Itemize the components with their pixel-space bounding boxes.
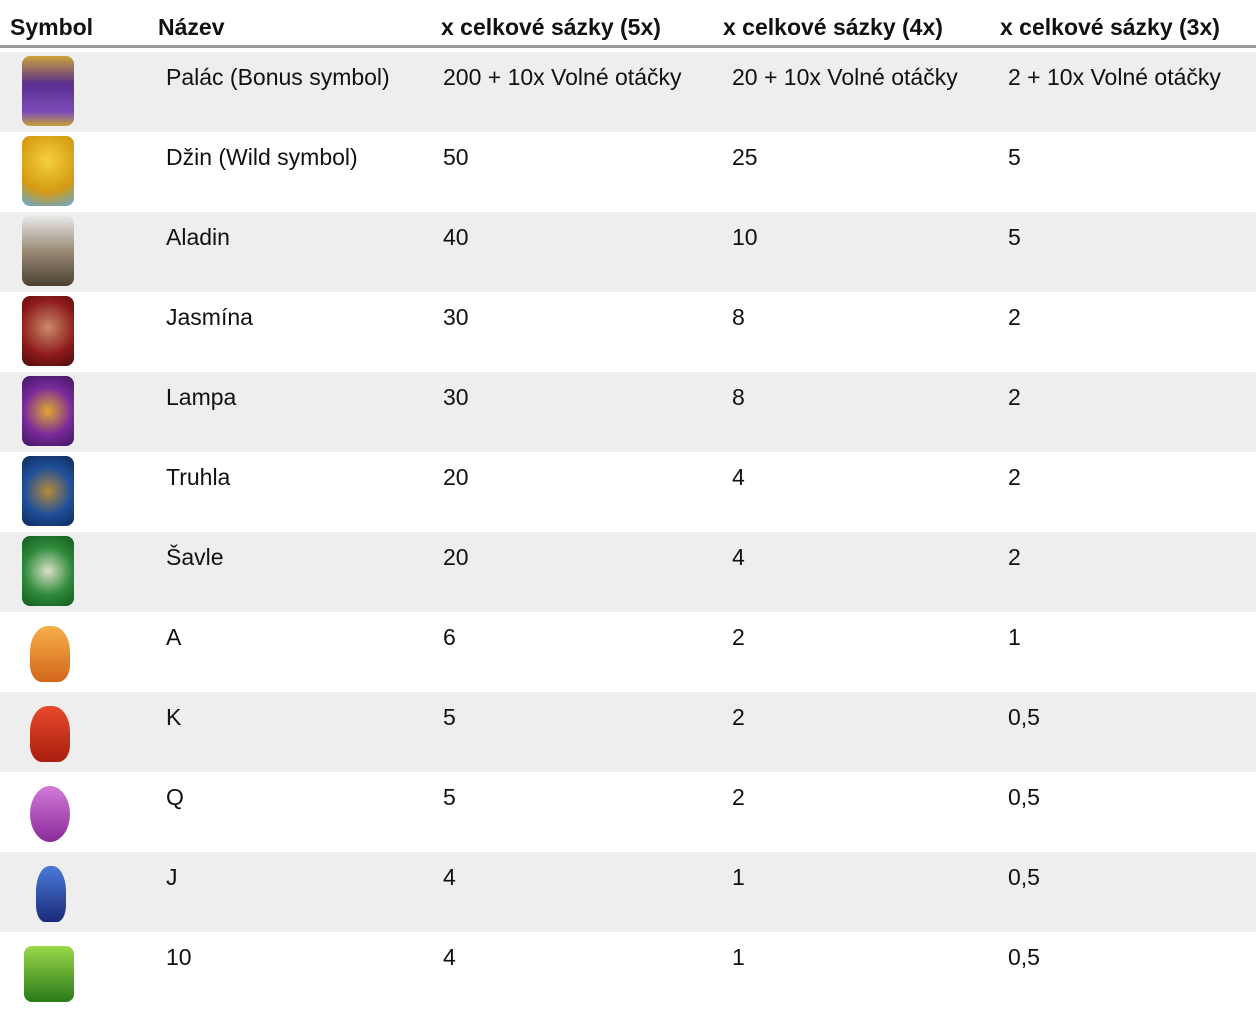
payout-5x: 20: [443, 464, 469, 490]
symbol-name: A: [166, 624, 182, 650]
symbol-icon: [22, 296, 74, 366]
table-row: J 4 1 0,5: [0, 852, 1256, 932]
payout-5x: 20: [443, 544, 469, 570]
symbol-name: Lampa: [166, 384, 237, 410]
table-row: Lampa 30 8 2: [0, 372, 1256, 452]
payout-4x: 20 + 10x Volné otáčky: [732, 64, 958, 90]
symbol-name: K: [166, 704, 182, 730]
payout-3x: 0,5: [1008, 704, 1040, 730]
payout-3x: 2: [1008, 304, 1021, 330]
payout-3x: 0,5: [1008, 784, 1040, 810]
payout-4x: 8: [732, 384, 745, 410]
symbol-icon: [30, 786, 70, 842]
header-name: Název: [158, 14, 225, 40]
header-symbol: Symbol: [10, 14, 94, 40]
symbol-icon: [22, 536, 74, 606]
payout-3x: 1: [1008, 624, 1021, 650]
payout-4x: 4: [732, 544, 745, 570]
payout-5x: 30: [443, 384, 469, 410]
table-row: K 5 2 0,5: [0, 692, 1256, 772]
table-row: Aladin 40 10 5: [0, 212, 1256, 292]
payout-3x: 2 + 10x Volné otáčky: [1008, 64, 1221, 90]
table-row: 10 4 1 0,5: [0, 932, 1256, 1012]
symbol-name: Q: [166, 784, 184, 810]
symbol-icon: [22, 136, 74, 206]
payout-5x: 30: [443, 304, 469, 330]
payout-5x: 50: [443, 144, 469, 170]
payout-4x: 10: [732, 224, 758, 250]
table-row: A 6 2 1: [0, 612, 1256, 692]
symbol-name: Aladin: [166, 224, 230, 250]
payout-5x: 4: [443, 944, 456, 970]
table-row: Truhla 20 4 2: [0, 452, 1256, 532]
payout-5x: 5: [443, 784, 456, 810]
payout-5x: 4: [443, 864, 456, 890]
payout-3x: 5: [1008, 144, 1021, 170]
payout-3x: 2: [1008, 464, 1021, 490]
symbol-name: 10: [166, 944, 192, 970]
payout-4x: 1: [732, 944, 745, 970]
symbol-icon: [22, 456, 74, 526]
symbol-icon: [30, 706, 70, 762]
payout-4x: 1: [732, 864, 745, 890]
payout-4x: 2: [732, 624, 745, 650]
payout-3x: 5: [1008, 224, 1021, 250]
payout-5x: 5: [443, 704, 456, 730]
symbol-icon: [22, 376, 74, 446]
table-row: Šavle 20 4 2: [0, 532, 1256, 612]
payout-3x: 0,5: [1008, 944, 1040, 970]
payout-5x: 6: [443, 624, 456, 650]
symbol-icon: [30, 626, 70, 682]
header-3x: x celkové sázky (3x): [1000, 14, 1220, 40]
payout-5x: 40: [443, 224, 469, 250]
symbol-name: Jasmína: [166, 304, 253, 330]
payout-4x: 25: [732, 144, 758, 170]
symbol-icon: [22, 56, 74, 126]
symbol-name: Palác (Bonus symbol): [166, 64, 390, 90]
payout-3x: 2: [1008, 544, 1021, 570]
symbol-icon: [22, 216, 74, 286]
symbol-icon: [24, 946, 74, 1002]
table-row: Q 5 2 0,5: [0, 772, 1256, 852]
header-rule: [0, 45, 1256, 48]
header-5x: x celkové sázky (5x): [441, 14, 661, 40]
payout-3x: 2: [1008, 384, 1021, 410]
symbol-icon: [36, 866, 66, 922]
table-row: Palác (Bonus symbol) 200 + 10x Volné otáč…: [0, 52, 1256, 132]
payout-3x: 0,5: [1008, 864, 1040, 890]
payout-4x: 2: [732, 784, 745, 810]
table-row: Jasmína 30 8 2: [0, 292, 1256, 372]
symbol-name: J: [166, 864, 178, 890]
header-4x: x celkové sázky (4x): [723, 14, 943, 40]
symbol-name: Truhla: [166, 464, 231, 490]
payout-4x: 2: [732, 704, 745, 730]
symbol-name: Šavle: [166, 544, 224, 570]
table-row: Džin (Wild symbol) 50 25 5: [0, 132, 1256, 212]
payout-4x: 4: [732, 464, 745, 490]
symbol-name: Džin (Wild symbol): [166, 144, 358, 170]
payout-4x: 8: [732, 304, 745, 330]
payout-5x: 200 + 10x Volné otáčky: [443, 64, 682, 90]
